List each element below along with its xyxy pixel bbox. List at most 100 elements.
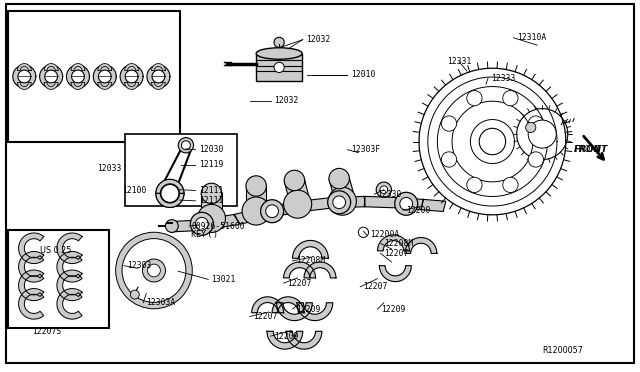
- Ellipse shape: [479, 128, 506, 155]
- Bar: [8, 11, 179, 142]
- Polygon shape: [191, 218, 216, 231]
- Polygon shape: [152, 83, 165, 89]
- Polygon shape: [72, 70, 84, 83]
- Ellipse shape: [528, 116, 543, 131]
- Ellipse shape: [274, 62, 284, 73]
- Text: 12111: 12111: [198, 186, 223, 195]
- Ellipse shape: [525, 122, 536, 132]
- Ellipse shape: [134, 250, 174, 291]
- Polygon shape: [57, 289, 82, 319]
- Ellipse shape: [266, 205, 278, 218]
- Text: 13021: 13021: [211, 275, 236, 284]
- Polygon shape: [44, 83, 58, 89]
- Polygon shape: [152, 70, 165, 83]
- Ellipse shape: [246, 176, 266, 196]
- Text: 12330: 12330: [378, 190, 402, 199]
- Polygon shape: [332, 196, 365, 208]
- Polygon shape: [304, 262, 336, 278]
- Ellipse shape: [156, 179, 184, 208]
- Polygon shape: [201, 193, 221, 221]
- Polygon shape: [156, 193, 184, 208]
- Text: FRONT: FRONT: [574, 145, 609, 154]
- Ellipse shape: [503, 90, 518, 106]
- Text: 12209: 12209: [296, 305, 320, 314]
- Text: 12208M: 12208M: [296, 256, 325, 265]
- Bar: [125, 134, 237, 206]
- Text: 12303A: 12303A: [147, 298, 175, 307]
- Ellipse shape: [148, 264, 161, 277]
- Bar: [8, 231, 109, 328]
- Polygon shape: [292, 240, 328, 258]
- Ellipse shape: [528, 120, 556, 148]
- Polygon shape: [396, 198, 423, 210]
- Polygon shape: [125, 70, 138, 83]
- Ellipse shape: [328, 187, 356, 215]
- Ellipse shape: [260, 200, 284, 223]
- Text: R1200057: R1200057: [542, 346, 583, 355]
- Polygon shape: [40, 65, 63, 88]
- Text: US 0.25: US 0.25: [40, 246, 72, 255]
- Ellipse shape: [131, 290, 140, 299]
- Polygon shape: [99, 70, 111, 83]
- Polygon shape: [299, 198, 335, 211]
- Polygon shape: [329, 178, 356, 202]
- Polygon shape: [13, 65, 36, 88]
- Polygon shape: [147, 65, 170, 88]
- Ellipse shape: [274, 37, 284, 48]
- Ellipse shape: [127, 244, 180, 297]
- Ellipse shape: [284, 190, 312, 218]
- Ellipse shape: [242, 197, 270, 225]
- Text: 12033: 12033: [97, 164, 122, 173]
- Text: 00926-51600: 00926-51600: [191, 221, 244, 231]
- Ellipse shape: [380, 186, 388, 193]
- Text: KEY ( ): KEY ( ): [191, 230, 217, 240]
- Polygon shape: [125, 83, 138, 89]
- Ellipse shape: [190, 212, 213, 235]
- Polygon shape: [44, 64, 58, 70]
- Polygon shape: [246, 186, 266, 214]
- Ellipse shape: [178, 138, 193, 153]
- Polygon shape: [17, 83, 31, 89]
- Ellipse shape: [329, 169, 349, 189]
- Text: 12207: 12207: [253, 312, 277, 321]
- Ellipse shape: [333, 196, 346, 209]
- Text: 12207: 12207: [287, 279, 311, 288]
- Text: 12030: 12030: [198, 145, 223, 154]
- Text: 12207S: 12207S: [32, 327, 61, 336]
- Polygon shape: [152, 64, 165, 70]
- Polygon shape: [266, 201, 303, 217]
- Polygon shape: [272, 297, 304, 313]
- Text: 12111: 12111: [198, 196, 223, 205]
- Polygon shape: [405, 237, 437, 253]
- Text: FRONT: FRONT: [574, 145, 601, 154]
- Ellipse shape: [122, 238, 186, 302]
- Polygon shape: [234, 207, 272, 224]
- Polygon shape: [19, 233, 44, 263]
- Polygon shape: [380, 266, 412, 282]
- Polygon shape: [45, 70, 58, 83]
- Text: 12331: 12331: [447, 57, 472, 66]
- Text: 12209: 12209: [381, 305, 405, 314]
- Polygon shape: [421, 199, 446, 212]
- Polygon shape: [156, 179, 184, 193]
- Ellipse shape: [528, 152, 543, 167]
- Polygon shape: [267, 331, 303, 349]
- Ellipse shape: [400, 198, 413, 210]
- Ellipse shape: [467, 177, 482, 193]
- Ellipse shape: [503, 177, 518, 193]
- Polygon shape: [276, 303, 312, 321]
- Ellipse shape: [195, 217, 208, 230]
- Text: 12119: 12119: [198, 160, 223, 169]
- Polygon shape: [19, 270, 44, 301]
- Polygon shape: [57, 251, 82, 282]
- Text: 12208M: 12208M: [384, 239, 413, 248]
- Ellipse shape: [284, 170, 305, 190]
- Polygon shape: [98, 64, 112, 70]
- Ellipse shape: [166, 219, 178, 232]
- Ellipse shape: [197, 204, 225, 232]
- Ellipse shape: [376, 182, 392, 198]
- Polygon shape: [286, 331, 322, 349]
- Text: 12200A: 12200A: [370, 230, 399, 240]
- Polygon shape: [17, 64, 31, 70]
- Polygon shape: [284, 180, 311, 206]
